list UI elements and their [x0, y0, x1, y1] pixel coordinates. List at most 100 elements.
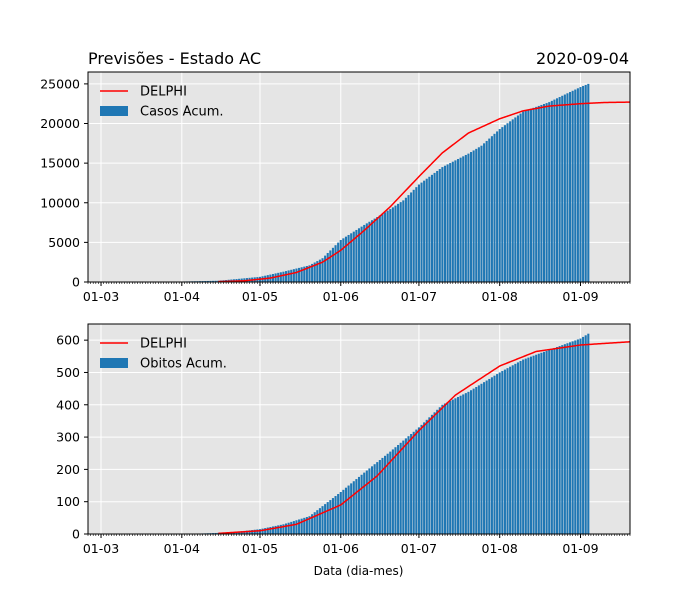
- bar: [436, 409, 439, 534]
- bar: [321, 506, 324, 534]
- bar: [443, 403, 447, 534]
- bar: [532, 355, 535, 534]
- bar: [287, 522, 290, 534]
- bar: [274, 525, 277, 534]
- legend-label-delphi: DELPHI: [140, 337, 187, 352]
- bar: [441, 167, 444, 282]
- bar: [475, 148, 478, 282]
- y-tick-label: 500: [56, 365, 80, 380]
- bar: [574, 89, 577, 282]
- bar: [342, 238, 345, 282]
- bar: [587, 333, 590, 534]
- bar: [459, 395, 462, 534]
- bar: [480, 145, 483, 282]
- bar: [415, 187, 418, 282]
- bar: [537, 105, 540, 282]
- bar: [321, 258, 324, 282]
- bar: [339, 240, 342, 282]
- bar: [324, 255, 327, 282]
- bar: [271, 526, 275, 534]
- bar: [576, 88, 579, 283]
- x-tick-label: 01-07: [401, 289, 437, 304]
- bar: [425, 178, 428, 282]
- bar: [470, 152, 473, 282]
- bar: [381, 457, 384, 534]
- x-tick-label: 01-03: [83, 289, 119, 304]
- bar: [214, 532, 217, 534]
- bar: [352, 231, 355, 282]
- bar: [503, 369, 506, 534]
- bar: [459, 157, 462, 282]
- bar: [326, 502, 329, 534]
- bar: [295, 520, 298, 534]
- bar: [290, 269, 293, 282]
- bar: [545, 103, 548, 282]
- x-tick-label: 01-08: [482, 289, 518, 304]
- bar: [397, 203, 400, 282]
- x-tick-label: 01-08: [482, 541, 518, 556]
- delphi-line: [218, 341, 631, 535]
- bar: [420, 182, 423, 282]
- bar: [519, 360, 522, 534]
- bar: [462, 156, 465, 282]
- bar: [313, 512, 316, 534]
- y-tick-label: 20000: [40, 116, 80, 131]
- bar: [360, 474, 363, 534]
- bar: [428, 417, 431, 534]
- bar: [378, 460, 381, 534]
- bar: [412, 431, 415, 534]
- bar: [404, 197, 407, 282]
- bar: [555, 98, 559, 282]
- bar: [433, 412, 436, 534]
- bar: [579, 87, 582, 282]
- bar: [342, 489, 345, 534]
- bar: [212, 280, 215, 282]
- bar: [451, 161, 454, 282]
- bar: [483, 382, 486, 534]
- delphi-line: [218, 101, 631, 283]
- bar: [563, 344, 566, 534]
- bar: [376, 217, 379, 282]
- bar: [571, 90, 574, 282]
- y-tick-label: 0: [72, 275, 80, 290]
- bar: [485, 380, 488, 534]
- bar: [569, 92, 572, 282]
- bar: [384, 455, 387, 534]
- bar: [277, 525, 280, 534]
- bar: [587, 83, 590, 282]
- bar: [535, 106, 538, 283]
- bar: [490, 136, 493, 282]
- bar: [368, 221, 371, 282]
- bar: [548, 102, 551, 282]
- bar: [350, 483, 353, 534]
- chart-date: 2020-09-04: [536, 49, 629, 68]
- bar: [542, 104, 546, 282]
- bar: [282, 524, 285, 534]
- bar: [553, 347, 556, 534]
- bar: [365, 470, 368, 534]
- bar: [464, 393, 467, 534]
- bar: [514, 117, 517, 282]
- bar: [490, 377, 493, 534]
- bar: [511, 365, 514, 534]
- y-tick-label: 25000: [40, 76, 80, 91]
- bar: [558, 346, 561, 534]
- bar: [394, 205, 397, 282]
- bar: [258, 529, 262, 534]
- bar: [337, 494, 340, 534]
- bar: [516, 362, 519, 534]
- bar: [462, 394, 465, 534]
- bar: [456, 159, 460, 282]
- bar: [347, 234, 350, 282]
- bar: [425, 419, 428, 534]
- bar: [550, 100, 553, 283]
- bar: [256, 529, 259, 534]
- bar: [454, 398, 457, 534]
- bar: [417, 184, 420, 282]
- y-tick-label: 5000: [48, 235, 80, 250]
- x-tick-label: 01-06: [323, 289, 359, 304]
- bar: [519, 113, 522, 282]
- bar: [417, 427, 420, 534]
- bar: [282, 271, 285, 282]
- bar: [488, 138, 491, 282]
